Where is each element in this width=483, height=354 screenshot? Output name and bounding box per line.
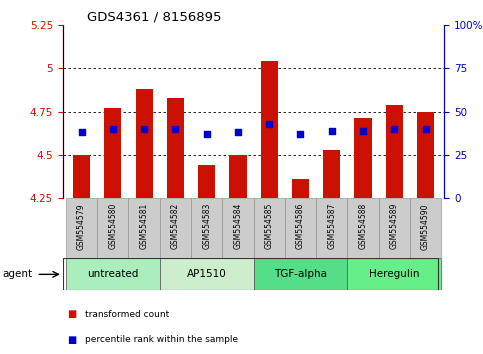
Text: ■: ■ bbox=[68, 309, 77, 319]
Text: GSM554579: GSM554579 bbox=[77, 203, 86, 250]
Point bbox=[359, 128, 367, 133]
Text: GDS4361 / 8156895: GDS4361 / 8156895 bbox=[87, 11, 221, 24]
Bar bbox=[104, 108, 121, 198]
Text: GSM554585: GSM554585 bbox=[265, 203, 274, 250]
Text: AP1510: AP1510 bbox=[187, 269, 227, 279]
Bar bbox=[66, 258, 160, 290]
Point bbox=[422, 126, 429, 132]
Bar bbox=[261, 61, 278, 198]
Bar bbox=[73, 155, 90, 198]
Bar bbox=[160, 198, 191, 258]
Bar bbox=[66, 198, 97, 258]
Bar bbox=[386, 104, 403, 198]
Text: Heregulin: Heregulin bbox=[369, 269, 420, 279]
Bar bbox=[198, 165, 215, 198]
Bar bbox=[254, 258, 347, 290]
Text: TGF-alpha: TGF-alpha bbox=[274, 269, 327, 279]
Point bbox=[265, 121, 273, 126]
Text: GSM554584: GSM554584 bbox=[233, 203, 242, 250]
Text: percentile rank within the sample: percentile rank within the sample bbox=[85, 335, 238, 344]
Bar bbox=[254, 198, 285, 258]
Point bbox=[78, 130, 85, 135]
Text: GSM554581: GSM554581 bbox=[140, 203, 149, 249]
Bar bbox=[191, 198, 222, 258]
Point bbox=[203, 131, 211, 137]
Text: untreated: untreated bbox=[87, 269, 139, 279]
Text: GSM554586: GSM554586 bbox=[296, 203, 305, 250]
Bar bbox=[167, 98, 184, 198]
Text: GSM554587: GSM554587 bbox=[327, 203, 336, 250]
Bar bbox=[417, 112, 434, 198]
Point bbox=[297, 131, 304, 137]
Bar bbox=[97, 198, 128, 258]
Bar bbox=[323, 150, 341, 198]
Text: GSM554582: GSM554582 bbox=[171, 203, 180, 249]
Text: ■: ■ bbox=[68, 335, 77, 345]
Text: transformed count: transformed count bbox=[85, 310, 169, 319]
Bar bbox=[355, 119, 371, 198]
Bar bbox=[222, 198, 254, 258]
Point bbox=[109, 126, 117, 132]
Point bbox=[390, 126, 398, 132]
Bar bbox=[379, 198, 410, 258]
Point bbox=[328, 128, 336, 133]
Point bbox=[171, 126, 179, 132]
Bar bbox=[347, 198, 379, 258]
Bar bbox=[160, 258, 254, 290]
Bar bbox=[128, 198, 160, 258]
Bar bbox=[292, 179, 309, 198]
Bar bbox=[410, 198, 441, 258]
Text: GSM554590: GSM554590 bbox=[421, 203, 430, 250]
Bar bbox=[229, 155, 246, 198]
Text: GSM554589: GSM554589 bbox=[390, 203, 399, 250]
Text: GSM554588: GSM554588 bbox=[358, 203, 368, 249]
Text: GSM554580: GSM554580 bbox=[108, 203, 117, 250]
Bar bbox=[285, 198, 316, 258]
Bar bbox=[347, 258, 441, 290]
Bar bbox=[136, 89, 153, 198]
Bar bbox=[316, 198, 347, 258]
Point bbox=[140, 126, 148, 132]
Text: GSM554583: GSM554583 bbox=[202, 203, 211, 250]
Text: agent: agent bbox=[2, 269, 32, 279]
Point bbox=[234, 130, 242, 135]
